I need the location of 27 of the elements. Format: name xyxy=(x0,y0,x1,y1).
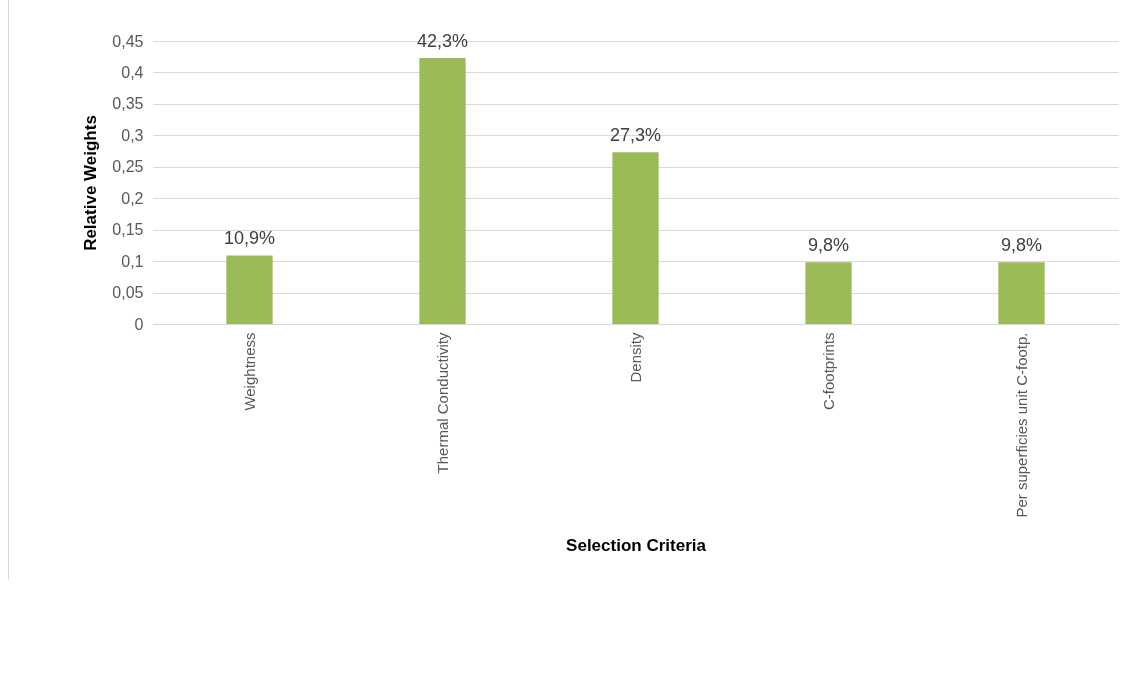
bar xyxy=(419,57,466,324)
data-label: 42,3% xyxy=(416,30,469,51)
data-label: 10,9% xyxy=(223,228,276,249)
bar xyxy=(226,255,273,324)
x-tick-label: C-footprints xyxy=(819,332,837,411)
y-tick-label: 0,35 xyxy=(112,95,144,113)
x-axis-title: Selection Criteria xyxy=(566,535,707,555)
data-label: 9,8% xyxy=(807,235,850,256)
y-axis-title: Relative Weights xyxy=(81,115,101,251)
y-tick-label: 0,1 xyxy=(121,252,144,270)
x-tick-label: Thermal Conductivity xyxy=(433,332,451,474)
bar xyxy=(805,262,852,324)
x-tick-label: Density xyxy=(626,332,644,383)
data-label: 9,8% xyxy=(1000,235,1043,256)
y-tick-label: 0,2 xyxy=(121,189,144,207)
y-tick-label: 0 xyxy=(134,315,144,333)
y-tick-label: 0,15 xyxy=(112,221,144,239)
y-tick-label: 0,25 xyxy=(112,158,144,176)
bar xyxy=(998,262,1045,324)
x-tick-label: Weightness xyxy=(240,332,258,411)
bar xyxy=(612,152,659,324)
x-tick-label: Per superficies unit C-footp. xyxy=(1012,332,1030,518)
y-tick-label: 0,45 xyxy=(112,32,144,50)
data-label: 27,3% xyxy=(609,125,662,146)
y-tick-label: 0,05 xyxy=(112,284,144,302)
y-tick-label: 0,4 xyxy=(121,63,144,81)
y-tick-label: 0,3 xyxy=(121,126,144,144)
